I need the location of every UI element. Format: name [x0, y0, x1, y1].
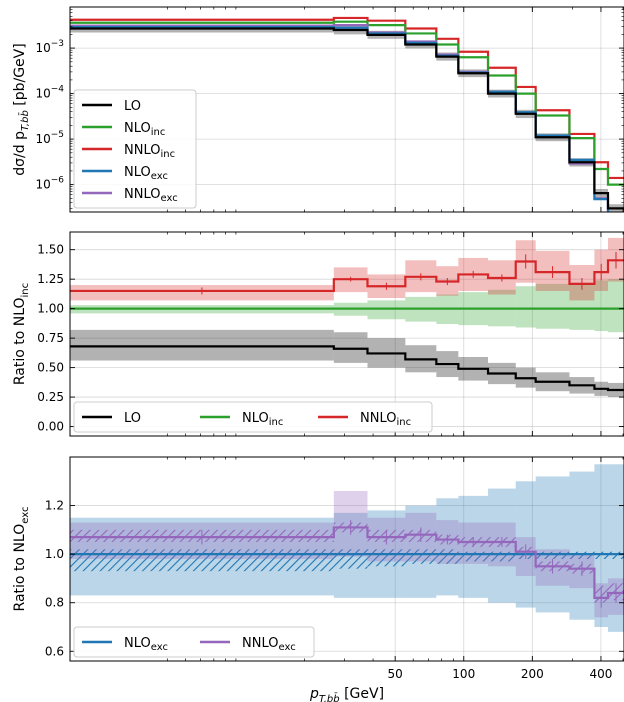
x-axis-label: pT,bb̄ [GeV]: [309, 686, 384, 702]
bot-stat-band-NLOexc: [458, 551, 489, 562]
bot-stat-band-NLOexc: [488, 551, 516, 562]
axes-layer: [69, 6, 624, 662]
y-tick-label: 0.50: [37, 361, 64, 375]
y-tick-label: 1.00: [37, 302, 64, 316]
legend-layer: LO NLOinc NNLOinc NLOexc NNLOexc LO NLOinc NNLO…: [73, 89, 433, 658]
bot-bands: [70, 464, 624, 632]
top-legend-box: [73, 89, 197, 209]
mid-band-NLOinc: [594, 280, 608, 332]
top-legend-label-NNLOinc: NNLOinc: [124, 143, 175, 160]
bot-axes-frame: [69, 456, 624, 662]
top-lines: [70, 16, 624, 212]
y-tick-label: 0.6: [45, 644, 64, 658]
bot-stat-band-NLOexc: [594, 551, 608, 559]
top-legend-label-LO: LO: [124, 99, 141, 114]
mid-axes-frame: [69, 231, 624, 437]
mid-lines: [70, 252, 624, 392]
x-tick-label: 50: [388, 667, 403, 681]
mid-legend-label-NNLOinc: NNLOinc: [360, 411, 411, 428]
y-tick-label: 1.2: [45, 499, 64, 513]
mid-legend-label-NLOinc: NLOinc: [242, 411, 283, 428]
y-tick-label: 1.25: [37, 272, 64, 286]
y-tick-label: 1.0: [45, 547, 64, 561]
bot-band-NLOexc: [535, 476, 570, 613]
mid-band-NLOinc: [607, 279, 624, 333]
bot-lines: [70, 520, 624, 608]
mid-legend-box: [73, 401, 433, 433]
mid-band-NLOinc: [569, 282, 595, 330]
top-axes-frame: [69, 6, 624, 213]
bot-stat-band-NLOexc: [436, 549, 459, 564]
bot-line-NNLOexc: [70, 526, 624, 599]
y-tick-label: 10−5: [35, 130, 64, 146]
mid-band-LO: [70, 329, 334, 361]
mid-line-LO: [70, 345, 624, 392]
y-tick-label: 10−4: [35, 85, 64, 101]
mid-line-NNLOinc: [70, 259, 624, 293]
x-tick-label: 100: [452, 667, 475, 681]
y-tick-label: 10−6: [35, 176, 64, 192]
y-tick-label: 1.50: [37, 243, 64, 257]
bot-band-NLOexc: [436, 498, 459, 596]
mid-band-NLOinc: [515, 286, 536, 328]
mid-band-NLOinc: [367, 300, 406, 320]
bot-stat-band-NLOexc: [535, 551, 570, 559]
bot-legend-box: [73, 626, 315, 658]
y-tick-label: 0.25: [37, 390, 64, 404]
y-tick-label: 10−3: [35, 39, 64, 55]
y-tick-label: 0.8: [45, 596, 64, 610]
x-tick-label: 400: [589, 667, 612, 681]
x-tick-label: 200: [521, 667, 544, 681]
series-lines: [70, 16, 624, 608]
bot-stat-band-NLOexc: [405, 549, 437, 564]
bot-legend-label-NLOexc: NLOexc: [124, 636, 168, 653]
top-legend-label-NLOinc: NLOinc: [124, 121, 165, 138]
top-legend-label-NLOexc: NLOexc: [124, 165, 168, 182]
top-y-axis-label: dσ/d pT,bb̄ [pb/GeV]: [12, 43, 31, 175]
mid-band-LO: [333, 332, 368, 363]
mid-legend-label-LO: LO: [124, 411, 141, 426]
bot-stat-band-NLOexc: [569, 551, 595, 559]
top-legend-label-NNLOexc: NNLOexc: [124, 187, 178, 204]
mid-y-axis-label: Ratio to NLOinc: [12, 283, 31, 385]
top-line-LO: [70, 27, 624, 210]
mid-bands: [70, 237, 624, 398]
bot-band-NLOexc: [569, 471, 595, 620]
mid-band-NLOinc: [535, 283, 570, 329]
bot-y-axis-label: Ratio to NLOexc: [12, 507, 31, 612]
y-tick-label: 0.75: [37, 331, 64, 345]
bot-legend-label-NNLOexc: NNLOexc: [242, 636, 296, 653]
text-layer: 10−3 10−4 10−5 10−6dσ/d pT,bb̄ [pb/GeV] 0.00…: [12, 39, 612, 702]
bot-stat-band-NLOexc: [607, 551, 624, 559]
y-tick-label: 0.00: [37, 420, 64, 434]
